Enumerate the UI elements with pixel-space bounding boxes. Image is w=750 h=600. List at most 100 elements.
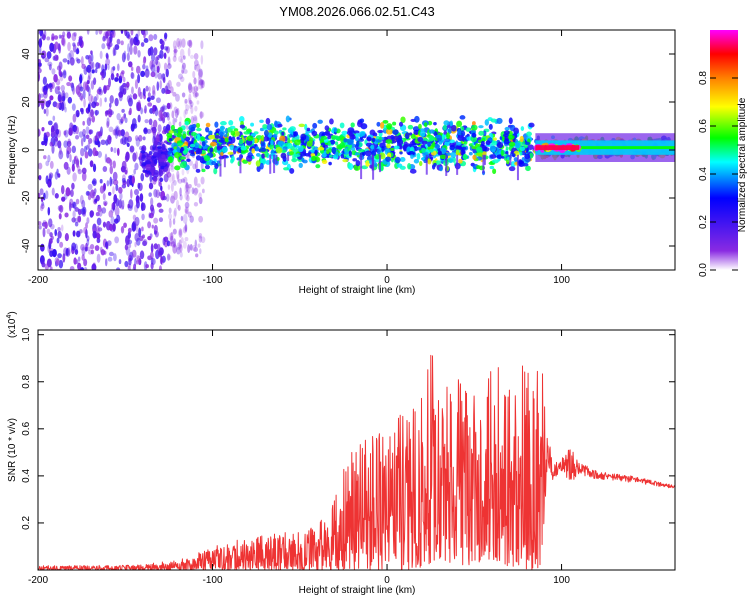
spectrogram-cell [178,244,183,249]
spectrogram-cell [104,63,108,71]
spectrogram-cell [42,220,47,225]
spectrogram-cell [58,150,64,160]
spectrogram-cell [53,122,59,132]
spectrogram-cell [193,77,197,85]
colorbar-tick-label: 0.8 [698,71,709,85]
spectrogram-cell [150,197,154,207]
spectrogram-cell [184,190,189,201]
spectrogram-cell [471,124,478,131]
snr-y-tick-label: 0.6 [21,421,32,435]
spectrogram-cell [98,86,102,93]
snr-frame [37,329,676,571]
spectrogram-cell [327,141,332,147]
spectrogram-cell [254,138,258,144]
spectrogram-cell [193,59,199,67]
spectrogram-cell [145,65,149,72]
spectrogram-cell [77,165,81,172]
spectrogram-cell [49,95,54,101]
spectrogram-cell [153,159,158,165]
spectrogram-cell [311,130,318,137]
spectrogram-cell [283,167,289,171]
spectrogram-cell [176,108,180,116]
spectrogram-cell [140,107,143,115]
spectrogram-cell [155,249,160,260]
spectrogram-cell [333,135,340,140]
spectrogram-cell [202,145,207,150]
colorbar-gradient [710,30,738,270]
spectrogram-cell [227,151,234,155]
spectrogram-cell [427,120,433,126]
spectrogram-cell [110,146,113,152]
spectrogram-cell [71,163,75,172]
spectrogram-cell [99,185,105,194]
spectrogram-cell [72,113,77,123]
spectrogram-cell [114,77,119,82]
spectrogram-cell [124,85,129,91]
spectrogram-cell [138,134,143,142]
spectrogram-cell [158,217,164,223]
spectrogram-cell [173,48,178,53]
spectrogram-cell [89,160,94,168]
spectrogram-cell [81,199,86,209]
spectrogram-cell [280,152,287,159]
spectrogram-cell [194,64,197,71]
spectrogram-cell [151,60,156,68]
spectrogram-cell [43,30,47,39]
spectrogram-cell [75,134,80,140]
spectrogram-cell [405,132,410,140]
spectrogram-cell [185,182,189,192]
spectrogram-cell [130,66,134,72]
spectrogram-cell [114,236,120,244]
spectrogram-cell [87,137,93,144]
spectrogram-cell [43,132,47,139]
spectrogram-cell [155,189,160,199]
spectrogram-cell [48,238,53,245]
spectrogram-cell [178,229,182,236]
spectrogram-cell [119,71,124,79]
spectrogram-cell [174,117,178,123]
spectrogram-cell [168,130,174,134]
spectrogram-cell [173,45,178,55]
spectrogram-cell [310,153,316,157]
spectrogram-cell [201,79,205,89]
spectrogram-cell [385,128,393,135]
spectrogram-cell [134,241,137,248]
spectrogram-streak [425,154,428,175]
spectrogram-cell [47,180,51,188]
spectrogram-cell [198,235,203,243]
spectrogram-cell [72,159,76,166]
spectrogram-cell [433,162,437,167]
spectrogram-cell [38,192,41,199]
spectrogram-cell [121,136,127,146]
spectrogram-cell [193,187,198,196]
spectrogram-cell [162,195,167,201]
spectrogram-cell [200,176,205,185]
spectrogram-cell [67,59,70,65]
spectrogram-cell [184,108,188,115]
spectrogram-cell [137,182,141,189]
spectrogram-cell [273,120,278,128]
spectrogram-cell [146,97,151,102]
spectrogram-cell [109,165,114,175]
spectrogram-cell [186,40,192,47]
spectrogram-cell [97,151,103,158]
spectrogram-x-ticks: -200 -100 0 100 [28,30,570,286]
spectrogram-cell [177,204,181,211]
spectrogram-cell [169,102,173,110]
spectrogram-cell [79,157,83,166]
spectrogram-cell [38,93,41,103]
spectrogram-cell [152,90,156,98]
spectrogram-cell [513,127,519,135]
spectrogram-cell [109,33,113,43]
spectrogram-cell [77,256,81,262]
spectrogram-cell [178,228,183,238]
spectrogram-cell [228,136,232,141]
spectrogram-cell [85,54,90,60]
spectrogram-cell [198,232,203,239]
spectrogram-cell [468,151,473,156]
snr-x-label: -100 [203,575,223,586]
spectrogram-cell [172,91,177,97]
spectrogram-cell [41,50,45,60]
spectrogram-cell [447,157,454,164]
spectrogram-cell [143,31,146,39]
